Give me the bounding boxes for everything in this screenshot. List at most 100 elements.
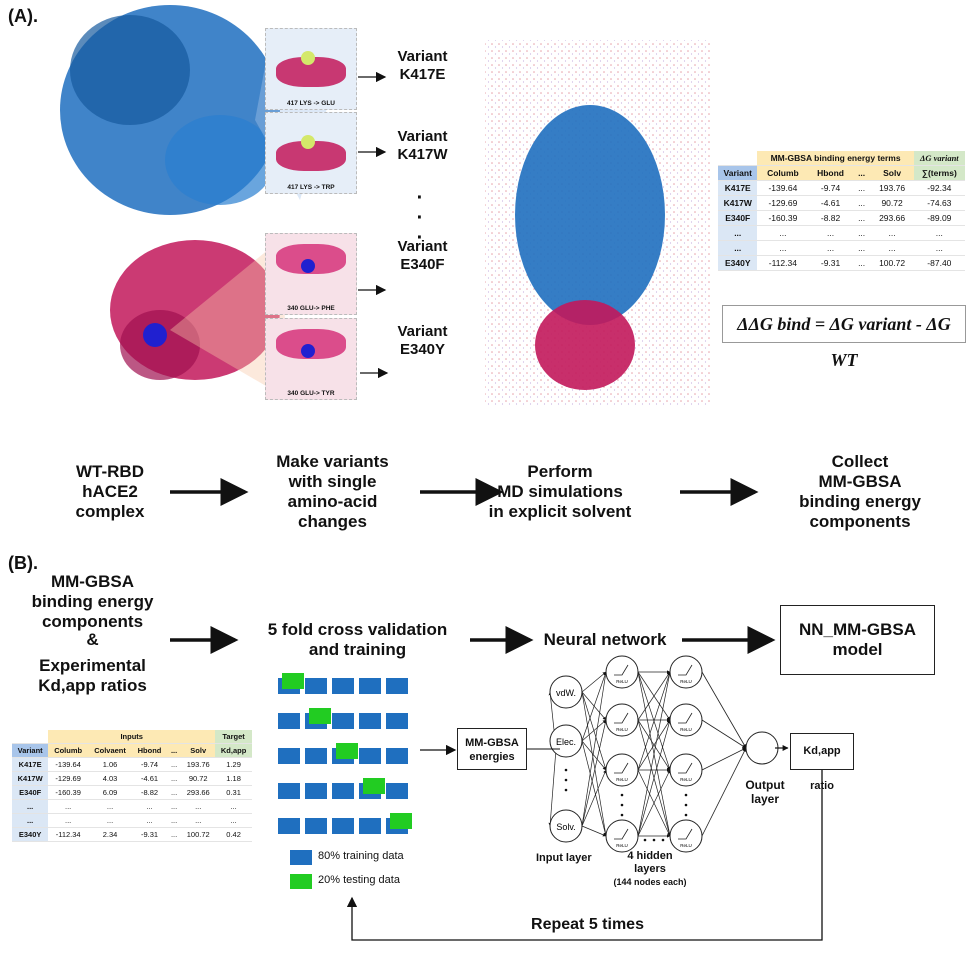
relu-label: ReLU <box>616 843 628 848</box>
relu-icon <box>678 712 693 724</box>
table-cell: -4.61 <box>132 771 167 786</box>
table-cell: E340Y <box>12 827 49 842</box>
hidden-layers-sub: (144 nodes each) <box>613 877 687 887</box>
table-cell: -160.39 <box>757 210 809 226</box>
table-cell: 293.66 <box>870 210 914 226</box>
training-block <box>305 783 327 799</box>
training-block <box>278 748 300 764</box>
inputs-text: MM-GBSA binding energy components <box>31 572 154 631</box>
mutation-inset: 417 LYS -> TRP <box>265 112 357 194</box>
relu-label: ReLU <box>616 679 628 684</box>
training-block <box>305 818 327 834</box>
panel-b-label: (B). <box>8 553 38 573</box>
table-cell: -74.63 <box>913 195 965 211</box>
table-cell: K417W <box>12 771 49 786</box>
relu-label: ReLU <box>680 843 692 848</box>
nn-edge <box>581 671 608 827</box>
variant-code: K417E <box>399 66 446 83</box>
column-header: Columb <box>48 743 88 758</box>
testing-block <box>390 813 412 829</box>
nn-node <box>745 731 779 765</box>
legend-swatch-training <box>290 850 312 865</box>
nn-edge <box>581 740 607 837</box>
cv-title: 5 fold cross validation and training <box>267 620 448 659</box>
nn-edge <box>637 671 672 837</box>
training-block <box>386 713 408 729</box>
variant-label: Variant K417W <box>385 128 460 164</box>
nn-title: Neural network <box>543 630 667 649</box>
table-cell: -87.40 <box>913 255 965 271</box>
neural-network-diagram: vdW. Elec. Solv. ReLU ReLU ReLU ReLU ReLU ReLU Re… <box>548 655 779 853</box>
column-header: Hbond <box>132 743 167 758</box>
training-block <box>359 678 381 694</box>
relu-node <box>605 703 639 737</box>
pipeline-step: Collect MM-GBSA binding energy component… <box>799 452 921 531</box>
table-cell: E340Y <box>718 255 758 271</box>
input-node-label: Solv. <box>556 822 575 832</box>
relu-node <box>605 655 639 689</box>
inset-caption: 417 LYS -> TRP <box>287 184 335 191</box>
nn-edge <box>581 740 607 771</box>
ellipsis-dot <box>564 778 568 782</box>
column-header: Kd,app <box>215 743 252 758</box>
nn-edge <box>637 671 671 771</box>
target-header: Target <box>215 730 252 744</box>
testing-block <box>336 743 358 759</box>
table-cell: 0.42 <box>215 827 252 842</box>
relu-label: ReLU <box>616 777 628 782</box>
nn-edge <box>581 769 607 827</box>
table-target-header: ΔG variant <box>913 151 965 166</box>
table-cell: E340F <box>718 210 758 226</box>
table-cell: ... <box>181 813 216 828</box>
nn-edge <box>701 671 747 749</box>
nn-edge <box>701 747 747 837</box>
testing-block <box>363 778 385 794</box>
table-cell: 1.18 <box>215 771 252 786</box>
table-cell: E340F <box>12 785 49 800</box>
repeat-loop-arrow <box>346 768 823 941</box>
mutated-residue <box>301 135 315 149</box>
relu-icon <box>678 664 693 676</box>
kd-ratio-box: Kd,app ratio <box>790 733 854 792</box>
training-block <box>278 713 300 729</box>
table-cell: -139.64 <box>757 180 809 196</box>
table-cell: K417E <box>718 180 758 196</box>
table-cell: ... <box>852 225 871 241</box>
table-cell: ... <box>718 225 758 241</box>
testing-block <box>282 673 304 689</box>
relu-node <box>605 819 639 853</box>
table-cell: K417E <box>12 757 49 772</box>
training-block <box>305 748 327 764</box>
table-cell: 4.03 <box>88 771 133 786</box>
training-block <box>359 818 381 834</box>
inset-caption: 417 LYS -> GLU <box>287 100 335 107</box>
mutation-inset: 417 LYS -> GLU <box>265 28 357 110</box>
variant-label: Variant E340Y <box>385 323 460 359</box>
cross-validation-folds <box>278 673 412 834</box>
table-cell: -9.31 <box>132 827 167 842</box>
variant-label: Variant K417E <box>385 48 460 84</box>
ampersand: & <box>86 630 99 649</box>
relu-label: ReLU <box>680 727 692 732</box>
ellipsis-dot <box>620 813 624 817</box>
training-block <box>386 678 408 694</box>
ellipsis-dot <box>564 768 568 772</box>
table-cell: ... <box>12 813 49 828</box>
table-row: E340Y -112.34 2.34 -9.31... 100.72 0.42 <box>12 827 252 842</box>
relu-icon <box>614 828 629 840</box>
table-cell: ... <box>852 255 871 271</box>
table-cell: ... <box>48 799 88 814</box>
table-cell: 0.31 <box>215 785 252 800</box>
pipeline-arrows <box>170 478 776 654</box>
table-row: ..................... <box>12 799 252 814</box>
table-cell: ... <box>166 827 182 842</box>
relu-icon <box>614 712 629 724</box>
relu-label: ReLU <box>680 777 692 782</box>
ellipsis-dot <box>684 803 688 807</box>
variant-code: K417W <box>397 146 448 163</box>
mutation-inset: 340 GLU-> PHE <box>265 233 357 315</box>
variant-word: Variant <box>397 323 448 340</box>
mutation-inset: 340 GLU-> TYR <box>265 318 357 400</box>
table-cell: ... <box>870 225 914 241</box>
table-group-header: MM-GBSA binding energy terms <box>757 151 914 166</box>
